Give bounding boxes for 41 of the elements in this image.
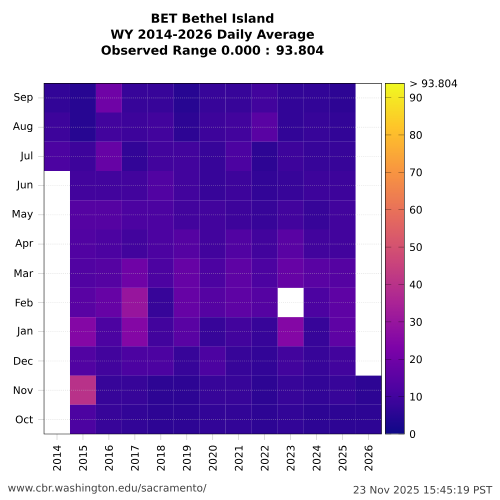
x-tick-label: 2019 [182,446,191,471]
text: www.cbr.washington.edu/sacramento/ [8,484,206,494]
color-bar-label: 20 [410,355,422,364]
y-tick-label: Oct [16,415,33,424]
y-tick-label: Mar [14,269,34,278]
x-tick-label: 2026 [364,446,372,471]
y-tick-label: Nov [14,386,33,394]
x-tick-label: 2022 [260,446,269,471]
x-tick-label: 2017 [130,446,139,471]
y-tick-label: Aug [12,122,32,132]
y-tick-label: Apr [15,239,34,249]
y-tick-label: Feb [16,298,33,307]
color-bar-label: 80 [410,131,422,139]
color-bar-label: 60 [410,206,422,214]
color-bar-label: 30 [410,318,422,326]
chart-title: BET Bethel Island [152,13,274,23]
x-tick-label: 2024 [312,445,321,471]
y-tick-label: Dec [14,357,33,365]
x-tick-label: 2018 [156,446,165,471]
y-tick-label: Jun [16,180,32,190]
y-tick-label: Jul [20,151,32,162]
y-tick-label: May [12,210,33,220]
x-tick-label: 2021 [234,446,243,471]
color-bar-label: 40 [410,280,422,288]
color-bar-label: 90 [410,94,422,102]
x-tick-label: 2023 [286,446,295,471]
color-bar-label: > 93.804 [410,79,458,88]
color-bar-label: 50 [410,243,422,252]
x-tick-label: 2025 [338,446,347,471]
x-tick-label: 2020 [208,446,217,471]
x-tick-label: 2016 [104,446,113,471]
y-tick-label: Sep [14,93,33,103]
color-bar-label: 10 [410,392,422,401]
x-tick-label: 2015 [79,446,87,471]
color-bar-label: 0 [410,430,416,438]
x-tick-label: 2014 [53,445,61,471]
chart-subtitle: WY 2014-2026 Daily Average [110,29,314,42]
text: 23 Nov 2025 15:45:19 PST [354,486,492,494]
color-bar-label: 70 [410,168,422,176]
y-tick-label: Jan [16,326,32,337]
text: Observed Range 0.000 : 93.804 [102,45,324,58]
